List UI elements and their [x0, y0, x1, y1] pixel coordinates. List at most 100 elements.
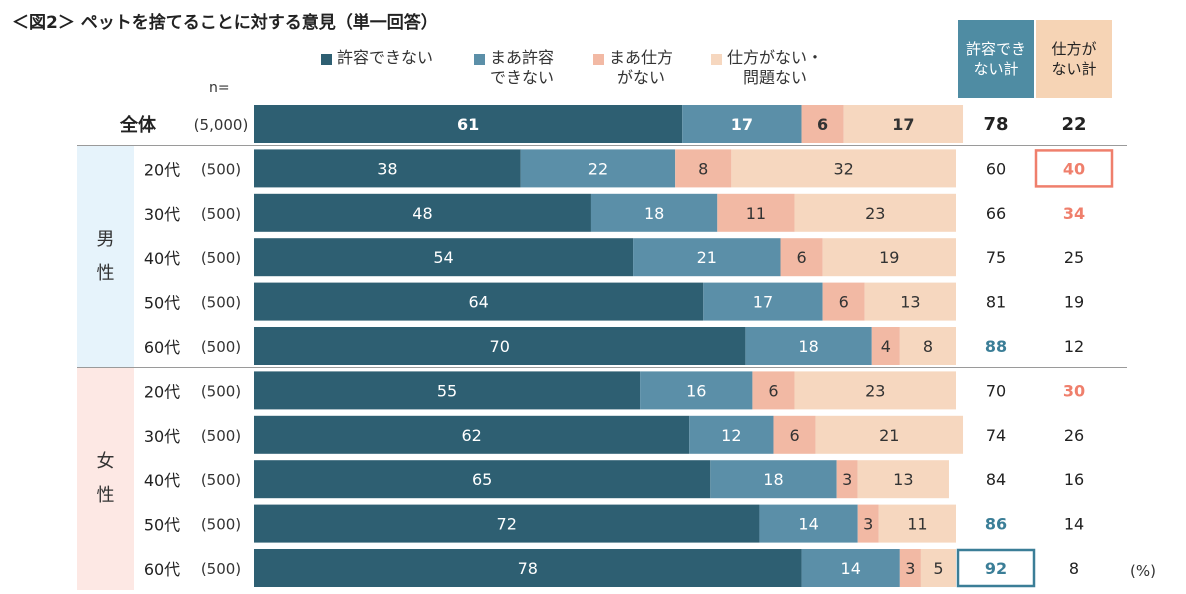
bar-female-50代-not-ok	[254, 504, 760, 543]
bar-label-female-50代-somewhat-not-ok: 14	[798, 515, 818, 534]
bar-label-female-30代-unavoidable: 21	[879, 426, 899, 445]
bar-label-female-30代-not-ok: 62	[461, 426, 481, 445]
bar-female-50代-somewhat-not-ok	[759, 504, 858, 543]
row-label-female-40代: 40代	[144, 471, 180, 490]
bar-label-female-20代-somewhat-not-ok: 16	[686, 381, 706, 400]
header-not-ok-total: 許容でき ない計	[958, 20, 1034, 98]
row-label-male-60代: 60代	[144, 338, 180, 357]
row-label-male-50代: 50代	[144, 294, 180, 313]
row-label-male-20代: 20代	[144, 160, 180, 179]
n-label: n=	[209, 80, 230, 96]
legend-swatch-not-ok	[321, 54, 332, 65]
legend-swatch-unavoidable	[711, 54, 722, 65]
bar-female-50代-unavoidable	[878, 504, 956, 543]
bar-label-male-40代-somewhat-not-ok: 21	[697, 248, 717, 267]
bar-male-20代-somewhat-unavoidable	[675, 149, 732, 188]
bar-label-total-not-ok: 61	[457, 115, 479, 134]
bar-male-40代-somewhat-unavoidable	[780, 238, 823, 277]
bar-label-male-60代-somewhat-not-ok: 18	[798, 337, 818, 356]
bar-total-not-ok	[254, 105, 683, 143]
unavoidable-total-male-40代: 25	[1064, 248, 1084, 267]
bar-female-30代-somewhat-unavoidable	[773, 415, 816, 454]
not-ok-total-female-60代: 92	[985, 559, 1007, 578]
not-ok-total-male-30代: 66	[986, 204, 1006, 223]
bar-male-30代-somewhat-not-ok	[590, 193, 718, 232]
bar-female-60代-unavoidable	[920, 549, 956, 587]
chart-title: ＜図2＞ ペットを捨てることに対する意見（単一回答）	[12, 13, 438, 33]
legend-swatch-somewhat-unavoidable	[593, 54, 604, 65]
bar-label-total-unavoidable: 17	[892, 115, 914, 134]
bar-female-30代-unavoidable	[815, 415, 964, 454]
row-label-male-30代: 30代	[144, 205, 180, 224]
bar-label-female-30代-somewhat-unavoidable: 6	[789, 426, 799, 445]
not-ok-total-male-40代: 75	[986, 248, 1006, 267]
unavoidable-total-male-50代: 19	[1064, 293, 1084, 312]
bar-label-male-30代-somewhat-not-ok: 18	[644, 204, 664, 223]
header-unavoidable-total: 仕方が ない計	[1036, 20, 1112, 98]
bar-male-50代-unavoidable	[864, 282, 956, 321]
bar-label-male-30代-somewhat-unavoidable: 11	[746, 204, 766, 223]
not-ok-total-male-50代: 81	[986, 293, 1006, 312]
bar-label-female-20代-unavoidable: 23	[865, 381, 885, 400]
unavoidable-total-female-20代: 30	[1063, 381, 1085, 400]
unavoidable-total-female-30代: 26	[1064, 426, 1084, 445]
bar-female-30代-not-ok	[254, 415, 690, 454]
bar-label-female-60代-unavoidable: 5	[933, 559, 943, 578]
bar-label-female-60代-not-ok: 78	[518, 559, 538, 578]
bar-label-female-50代-not-ok: 72	[497, 515, 517, 534]
bar-label-male-20代-unavoidable: 32	[834, 159, 854, 178]
bar-label-female-60代-somewhat-not-ok: 14	[841, 559, 861, 578]
bar-total-somewhat-unavoidable	[801, 105, 844, 143]
bar-label-male-50代-not-ok: 64	[468, 293, 488, 312]
row-n-male-30代: (500)	[201, 205, 241, 223]
row-label-female-20代: 20代	[144, 382, 180, 401]
row-label-total: 全体	[119, 114, 157, 136]
bar-female-20代-somewhat-not-ok	[640, 371, 753, 410]
bar-total-unavoidable	[843, 105, 964, 143]
legend-label-not-ok: 許容できない	[337, 48, 434, 67]
legend-label-somewhat-not-ok: まあ許容 できない	[490, 48, 555, 87]
bar-total-somewhat-not-ok	[682, 105, 802, 143]
bar-female-20代-unavoidable	[794, 371, 956, 410]
bar-label-female-20代-not-ok: 55	[437, 381, 457, 400]
bar-male-40代-somewhat-not-ok	[633, 238, 781, 277]
bar-label-female-40代-somewhat-unavoidable: 3	[842, 470, 852, 489]
bar-female-40代-somewhat-not-ok	[710, 460, 837, 499]
legend-swatch-somewhat-not-ok	[474, 54, 485, 65]
bar-male-60代-not-ok	[254, 327, 746, 365]
bar-male-20代-not-ok	[254, 149, 521, 188]
bar-male-20代-somewhat-not-ok	[520, 149, 676, 188]
legend-item-somewhat-unavoidable: まあ仕方 がない	[593, 48, 673, 88]
row-label-male-40代: 40代	[144, 249, 180, 268]
row-n-female-50代: (500)	[201, 516, 241, 534]
bar-label-male-60代-not-ok: 70	[490, 337, 510, 356]
not-ok-total-male-60代: 88	[985, 337, 1007, 356]
bar-female-40代-unavoidable	[857, 460, 949, 499]
highlight-box-not-ok-female-60代	[956, 548, 1036, 588]
row-n-male-20代: (500)	[201, 160, 241, 178]
not-ok-total-female-20代: 70	[986, 381, 1006, 400]
unavoidable-total-female-60代: 8	[1069, 559, 1079, 578]
bar-label-total-somewhat-unavoidable: 6	[817, 115, 828, 134]
bar-female-20代-somewhat-unavoidable	[752, 371, 795, 410]
unavoidable-total-male-20代: 40	[1063, 159, 1085, 178]
row-n-total: (5,000)	[194, 116, 249, 134]
bar-label-total-somewhat-not-ok: 17	[731, 115, 753, 134]
bar-label-female-50代-somewhat-unavoidable: 3	[863, 515, 873, 534]
unavoidable-total-female-50代: 14	[1064, 515, 1084, 534]
not-ok-total-female-50代: 86	[985, 515, 1007, 534]
female-band	[77, 368, 134, 590]
male-band	[77, 146, 134, 368]
row-n-female-40代: (500)	[201, 471, 241, 489]
row-label-female-50代: 50代	[144, 516, 180, 535]
bar-label-male-60代-somewhat-unavoidable: 4	[881, 337, 891, 356]
bar-label-female-20代-somewhat-unavoidable: 6	[768, 381, 778, 400]
legend-item-unavoidable: 仕方がない・ 問題ない	[711, 48, 823, 88]
bar-label-female-40代-unavoidable: 13	[893, 470, 913, 489]
legend-label-unavoidable: 仕方がない・ 問題ない	[727, 48, 824, 87]
bar-female-30代-somewhat-not-ok	[689, 415, 774, 454]
bar-label-female-60代-somewhat-unavoidable: 3	[905, 559, 915, 578]
bar-female-50代-somewhat-unavoidable	[857, 504, 879, 543]
bar-label-female-30代-somewhat-not-ok: 12	[721, 426, 741, 445]
bar-male-60代-somewhat-not-ok	[745, 327, 872, 365]
